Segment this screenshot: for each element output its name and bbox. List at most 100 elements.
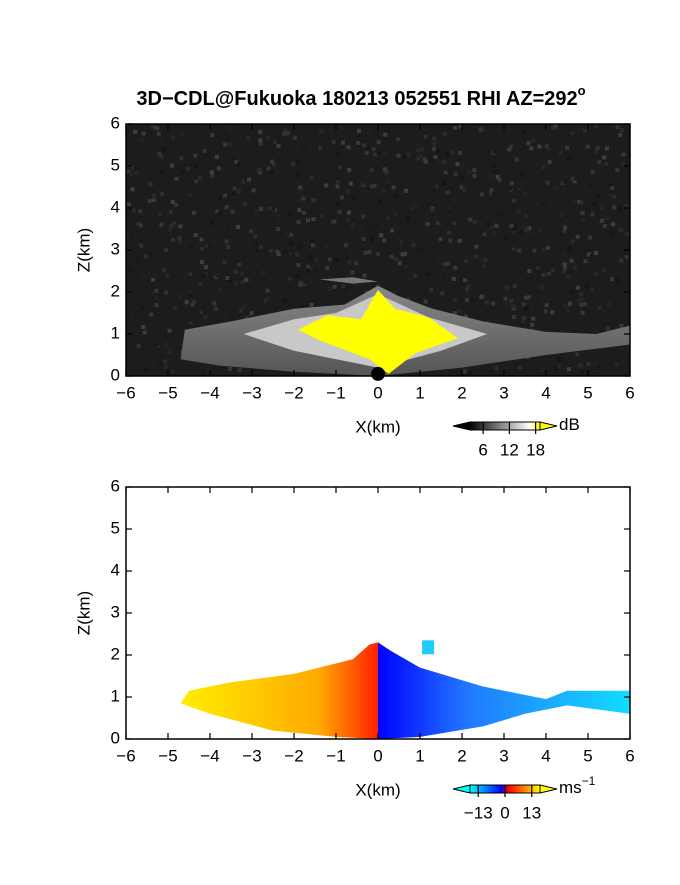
noise — [158, 361, 163, 366]
noise — [532, 248, 537, 253]
noise — [312, 267, 317, 272]
noise — [281, 230, 286, 235]
noise — [546, 271, 551, 276]
noise — [556, 364, 561, 369]
x-tick-label: 1 — [415, 746, 424, 765]
noise — [126, 202, 131, 207]
noise — [344, 284, 349, 289]
noise — [276, 227, 281, 232]
noise — [526, 140, 531, 145]
noise — [567, 247, 572, 252]
noise — [222, 142, 227, 147]
noise — [422, 157, 427, 162]
noise — [240, 180, 245, 185]
noise — [497, 156, 502, 161]
noise — [239, 308, 244, 313]
noise — [283, 299, 288, 304]
noise — [473, 254, 478, 259]
title-superscript: o — [578, 83, 586, 98]
noise — [565, 145, 570, 150]
noise — [484, 300, 489, 305]
colorbar-arrow — [539, 784, 558, 794]
noise — [391, 185, 396, 190]
noise — [306, 186, 311, 191]
velocity-toward — [378, 642, 630, 739]
x-tick-label: 2 — [457, 746, 466, 765]
noise — [570, 131, 575, 136]
noise — [530, 307, 535, 312]
noise — [528, 230, 533, 235]
noise — [570, 289, 575, 294]
noise — [443, 170, 448, 175]
x-tick-label: 5 — [583, 383, 592, 402]
noise — [537, 228, 542, 233]
noise — [479, 192, 484, 197]
noise — [530, 322, 535, 327]
noise — [338, 165, 343, 170]
noise — [311, 198, 316, 203]
y-tick-label: 6 — [111, 113, 120, 132]
noise — [246, 136, 251, 141]
noise — [273, 297, 278, 302]
noise — [135, 231, 140, 236]
noise — [580, 310, 585, 315]
noise — [411, 242, 416, 247]
noise — [535, 265, 540, 270]
noise — [131, 323, 136, 328]
y-axis-label: Z(km) — [74, 228, 93, 272]
noise — [247, 285, 252, 290]
noise — [400, 252, 405, 257]
noise — [452, 311, 457, 316]
colorbar-unit-text: ms — [559, 778, 582, 797]
noise — [157, 151, 162, 156]
noise — [562, 229, 567, 234]
noise — [343, 179, 348, 184]
noise — [292, 135, 297, 140]
noise — [156, 131, 161, 136]
noise — [187, 289, 192, 294]
noise — [322, 294, 327, 299]
noise — [173, 224, 178, 229]
noise — [361, 143, 366, 148]
noise — [438, 237, 443, 242]
noise — [544, 303, 549, 308]
noise — [172, 306, 177, 311]
noise — [270, 206, 275, 211]
noise — [425, 275, 430, 280]
noise — [151, 198, 156, 203]
noise — [382, 167, 387, 172]
colorbar-unit: ms−1 — [559, 774, 596, 797]
x-tick-label: −5 — [158, 383, 177, 402]
noise — [157, 327, 162, 332]
noise — [523, 295, 528, 300]
noise — [369, 237, 374, 242]
noise — [257, 168, 262, 173]
noise — [581, 158, 586, 163]
noise — [158, 212, 163, 217]
noise — [615, 125, 620, 130]
noise — [559, 213, 564, 218]
noise — [543, 309, 548, 314]
noise — [602, 155, 607, 160]
x-tick-label: 2 — [457, 383, 466, 402]
noise — [580, 370, 585, 375]
noise — [136, 257, 141, 262]
noise — [363, 250, 368, 255]
x-tick-label: 3 — [499, 383, 508, 402]
noise — [194, 164, 199, 169]
noise — [341, 284, 346, 289]
noise — [232, 191, 237, 196]
noise — [361, 214, 366, 219]
noise — [419, 147, 424, 152]
noise — [158, 138, 163, 143]
noise — [566, 274, 571, 279]
x-tick-label: −4 — [200, 383, 219, 402]
noise — [356, 128, 361, 133]
noise — [296, 174, 301, 179]
noise — [310, 239, 315, 244]
noise — [331, 219, 336, 224]
noise — [332, 284, 337, 289]
noise — [387, 134, 392, 139]
noise — [611, 230, 616, 235]
noise — [471, 152, 476, 157]
